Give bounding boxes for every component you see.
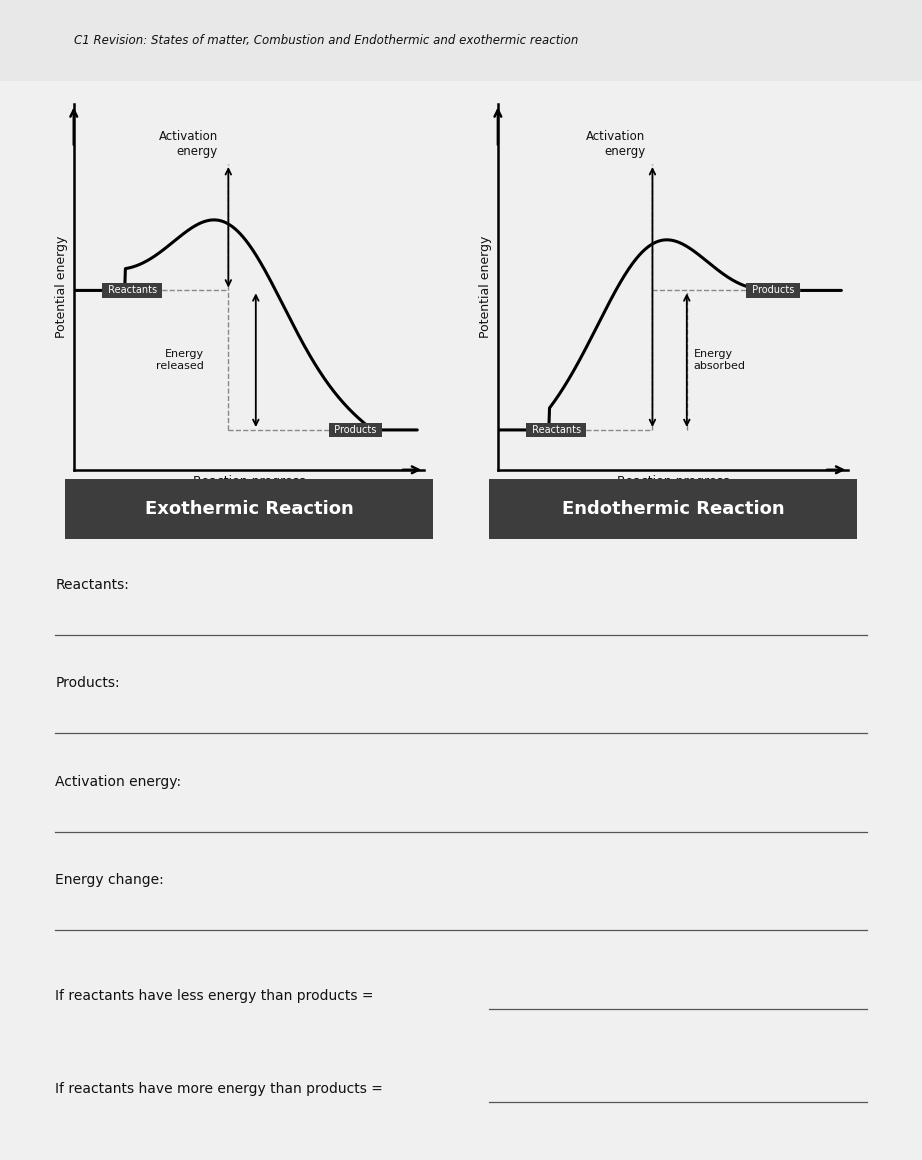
Text: Endothermic Reaction: Endothermic Reaction <box>561 500 785 519</box>
Text: Energy
released: Energy released <box>157 349 205 371</box>
Y-axis label: Potential energy: Potential energy <box>55 235 68 339</box>
Y-axis label: Potential energy: Potential energy <box>479 235 492 339</box>
Text: Energy
absorbed: Energy absorbed <box>693 349 746 371</box>
Text: Activation
energy: Activation energy <box>586 130 645 158</box>
Text: Products: Products <box>331 425 380 435</box>
Text: Activation
energy: Activation energy <box>159 130 218 158</box>
Text: Products: Products <box>749 285 798 296</box>
Text: If reactants have more energy than products =: If reactants have more energy than produ… <box>55 1082 384 1096</box>
Text: Reactants: Reactants <box>105 285 160 296</box>
X-axis label: Reaction progress: Reaction progress <box>193 476 305 488</box>
Text: Energy change:: Energy change: <box>55 873 164 887</box>
Text: If reactants have less energy than products =: If reactants have less energy than produ… <box>55 989 378 1003</box>
Text: Reactants: Reactants <box>529 425 584 435</box>
Text: Products:: Products: <box>55 676 120 690</box>
Text: Reactants:: Reactants: <box>55 578 129 592</box>
Text: C1 Revision: States of matter, Combustion and Endothermic and exothermic reactio: C1 Revision: States of matter, Combustio… <box>74 34 578 48</box>
Text: Activation energy:: Activation energy: <box>55 775 182 789</box>
X-axis label: Reaction progress: Reaction progress <box>617 476 729 488</box>
Text: Exothermic Reaction: Exothermic Reaction <box>145 500 353 519</box>
